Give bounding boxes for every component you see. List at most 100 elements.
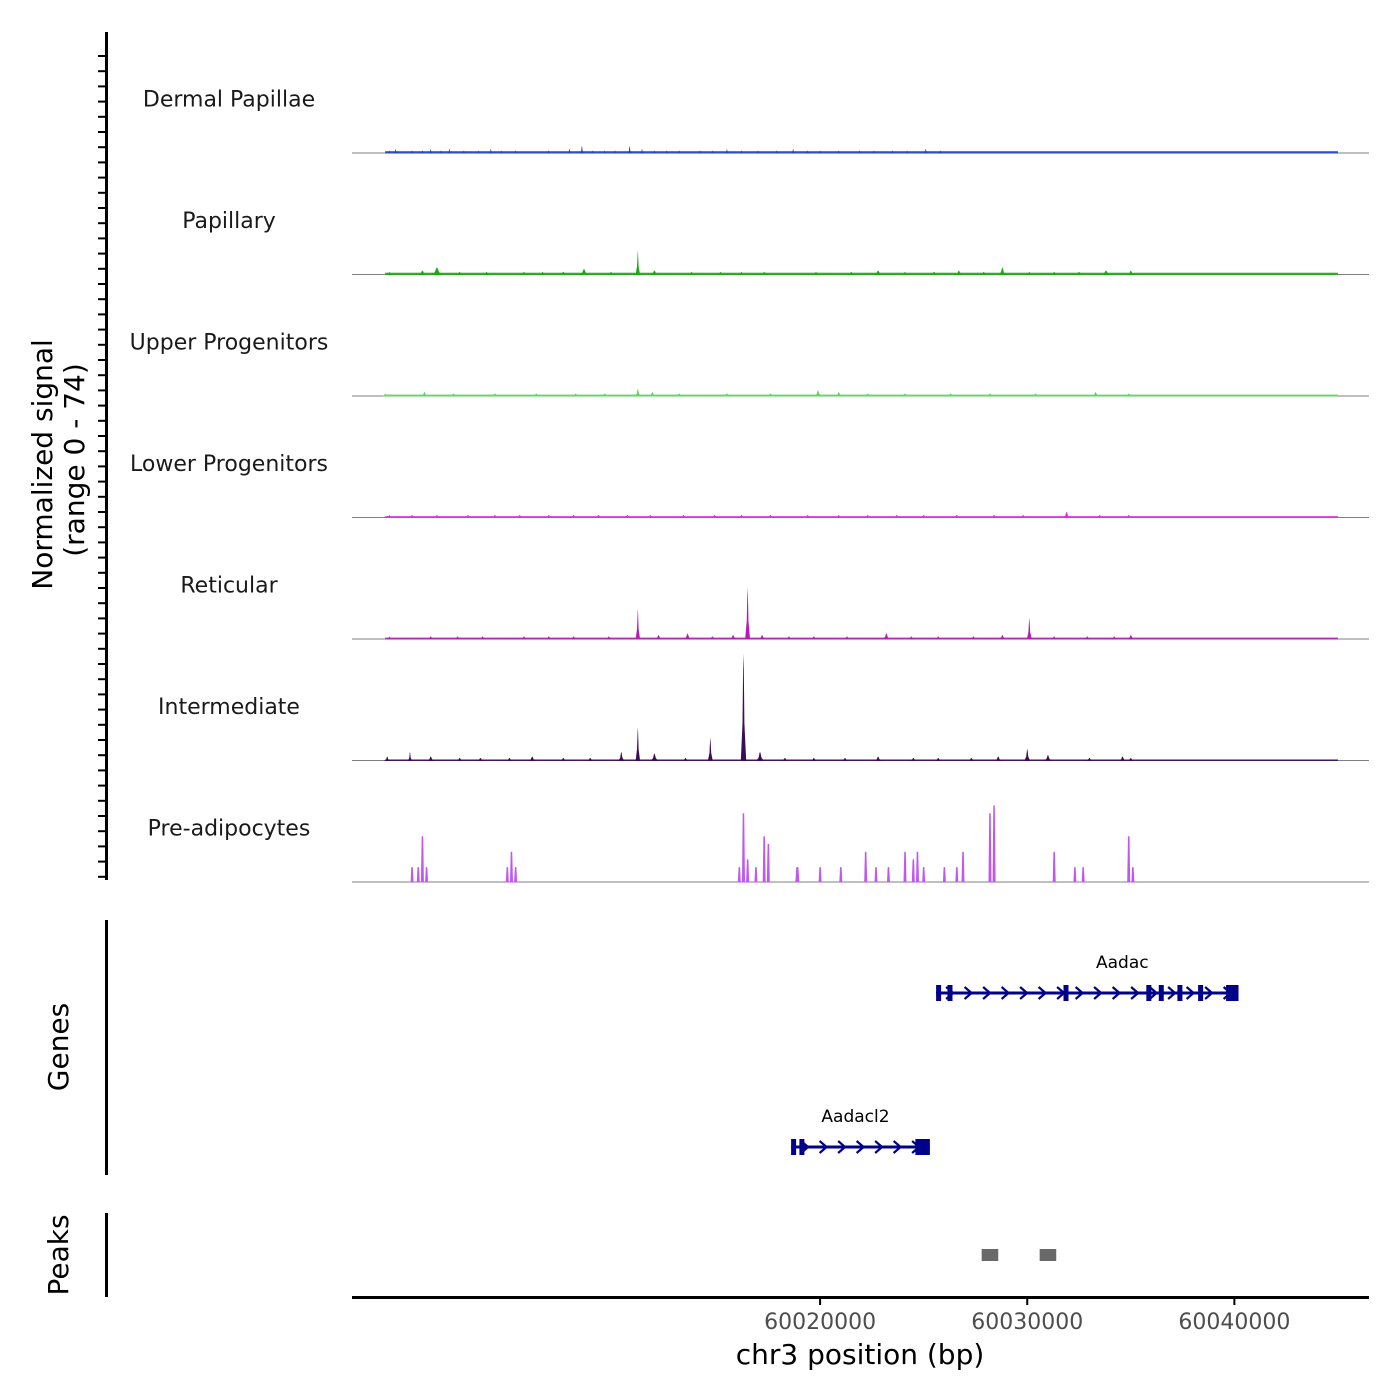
coverage-peak [386,271,393,275]
coverage-peak [635,727,641,761]
coverage-spike [1052,851,1056,883]
coverage-peak [872,270,884,275]
coverage-peak [967,757,976,761]
coverage-spike [992,805,996,883]
coverage-peak [453,636,462,640]
track-label: Papillary [182,209,276,234]
coverage-peak [1083,636,1092,640]
coverage-peak [846,271,857,275]
coverage-peak [1024,748,1031,761]
coverage-peak [602,150,607,154]
coverage-peak [386,514,393,518]
strand-arrow [1204,986,1214,1000]
coverage-peak [1095,514,1104,518]
coverage-peak [872,150,876,154]
coverage-spike [903,851,907,883]
coverage-peak [998,267,1007,275]
strand-arrow [1111,986,1122,1000]
coverage-peak [1073,271,1085,275]
coverage-spike [416,867,420,883]
coverage-spike [410,867,414,883]
coverage-peak [627,145,632,154]
coverage-peak [382,393,389,397]
coverage-background [385,394,1338,397]
coverage-peak [654,634,663,640]
coverage-peak [1050,271,1059,275]
strand-arrow [1000,986,1011,1000]
coverage-peak [407,514,417,518]
coverage-peak [1126,757,1135,761]
signal-y-axis-title-line2: (range 0 - 74) [58,363,91,557]
x-axis-title: chr3 position (bp) [736,1338,985,1371]
coverage-peak [515,514,524,518]
coverage-peak [834,514,843,518]
track-label: Intermediate [158,695,300,720]
signal-y-axis-title: Normalized signal (range 0 - 74) [26,330,91,589]
coverage-peak [737,514,746,518]
coverage-peak [455,271,464,275]
coverage-peak [640,148,644,154]
strand-arrow [892,1140,903,1154]
coverage-peak [635,608,641,640]
coverage-peak [863,514,872,518]
coverage-peak [513,150,518,154]
x-axis-ticks: 60020000 60030000 60040000 [764,1297,1290,1335]
coverage-peak [809,757,818,761]
gene-aadacl2: Aadacl2 [791,1107,930,1155]
coverage-peak [677,150,682,154]
coverage-peak [687,271,696,275]
strand-arrow [963,986,974,1000]
coverage-peak [979,271,988,275]
coverage-peak [698,150,702,154]
coverage-peak [569,636,578,640]
peak-regions [981,1249,1057,1261]
strand-arrow [1074,986,1085,1000]
signal-panel: Normalized signal (range 0 - 74) Dermal … [26,32,1369,883]
strand-arrow [855,1140,866,1154]
strand-arrow [874,1140,884,1154]
coverage-spike [874,867,878,883]
coverage-peak [1124,393,1133,397]
coverage-peak [417,270,428,275]
coverage-peak [874,756,883,761]
coverage-peak [818,150,823,154]
coverage-peak [842,636,852,640]
coverage-peak [432,514,442,518]
coverage-peak [488,148,493,154]
coverage-peak [649,270,660,275]
coverage-peak [505,757,514,761]
track-label: Reticular [180,574,278,599]
coverage-background [385,516,1338,518]
exon [947,985,953,1001]
coverage-peak [729,634,738,640]
coverage-peak [426,756,435,761]
coverage-peak [934,636,943,640]
coverage-peak [900,393,910,397]
coverage-peak [1126,270,1135,275]
signal-y-axis-title-line1: Normalized signal [26,339,59,590]
coverage-peak [954,270,963,275]
peak-region [981,1249,999,1261]
coverage-peak [805,150,810,154]
coverage-peak [578,268,590,275]
coverage-peak [532,393,541,397]
coverage-peak [919,514,928,518]
gene-label: Aadacl2 [821,1107,889,1127]
coverage-spike [942,867,946,883]
coverage-peak [586,757,595,761]
exon [915,1139,930,1155]
coverage-peak [928,271,940,275]
coverage-spike [839,867,843,883]
coverage-peak [634,388,642,397]
strand-arrow [1130,986,1140,1000]
coverage-peak [683,633,692,640]
coverage-spike [1081,867,1085,883]
coverage-peak [1050,636,1059,640]
track-pre-adipocytes: Pre-adipocytes [148,805,1369,883]
coverage-peak [461,150,466,154]
strand-arrow [1037,986,1048,1000]
coverage-peak [490,514,500,518]
strand-arrow [982,986,992,1000]
coverage-peak [780,757,789,761]
coverage-peak [430,267,444,275]
